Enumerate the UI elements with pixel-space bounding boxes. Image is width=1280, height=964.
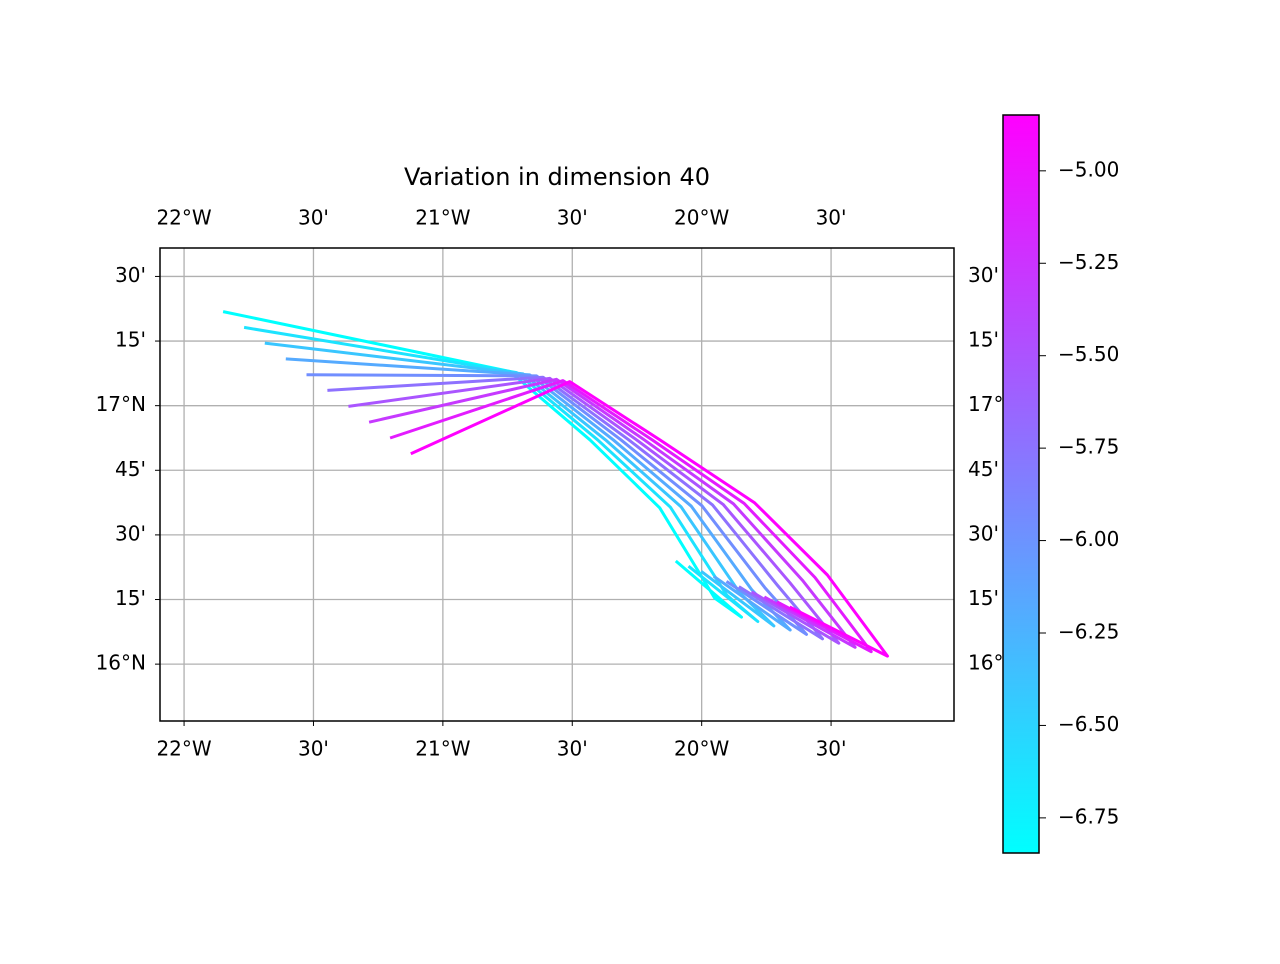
colorbar-tick-label: −6.50 xyxy=(1058,712,1119,736)
trajectory xyxy=(285,357,792,632)
colorbar-tick-label: −6.75 xyxy=(1058,804,1119,828)
x-tick-label: 20°W xyxy=(674,737,729,761)
y-tick-label: 30' xyxy=(115,521,146,545)
colorbar-tick-label: −6.00 xyxy=(1058,527,1119,551)
trajectory xyxy=(222,310,743,619)
y-tick-label-right: 30' xyxy=(968,263,999,287)
y-tick-label-right: 15' xyxy=(968,586,999,610)
y-tick-label: 17°N xyxy=(96,392,146,416)
y-tick-label-right: 30' xyxy=(968,521,999,545)
y-tick-label-right: 45' xyxy=(968,457,999,481)
axes-frame xyxy=(159,247,955,722)
y-tick-label-right: 16°N xyxy=(968,651,1018,675)
chart-title: Variation in dimension 40 xyxy=(404,163,710,191)
x-tick-label-top: 30' xyxy=(816,206,847,230)
trajectory xyxy=(348,376,841,645)
x-tick-label: 30' xyxy=(298,737,329,761)
colorbar-tick-label: −5.75 xyxy=(1058,435,1119,459)
x-tick-label-top: 21°W xyxy=(415,206,470,230)
y-tick-label: 15' xyxy=(115,328,146,352)
y-tick-label: 30' xyxy=(115,263,146,287)
x-tick-label-top: 30' xyxy=(298,206,329,230)
trajectory xyxy=(410,380,889,658)
colorbar-tick-label: −6.25 xyxy=(1058,620,1119,644)
x-tick-label-top: 22°W xyxy=(156,206,211,230)
x-tick-label: 30' xyxy=(816,737,847,761)
colorbar-tick-label: −5.00 xyxy=(1058,157,1119,181)
trajectory xyxy=(368,377,857,649)
trajectory xyxy=(306,373,808,636)
y-tick-label: 45' xyxy=(115,457,146,481)
y-tick-label: 16°N xyxy=(96,651,146,675)
trajectory xyxy=(327,375,824,641)
y-tick-label-right: 17°N xyxy=(968,392,1018,416)
colorbar-tick-label: −5.25 xyxy=(1058,250,1119,274)
y-tick-label: 15' xyxy=(115,586,146,610)
y-tick-label-right: 15' xyxy=(968,328,999,352)
colorbar xyxy=(1002,114,1040,854)
x-tick-label: 21°W xyxy=(415,737,470,761)
trajectory xyxy=(389,379,873,654)
x-tick-label-top: 20°W xyxy=(674,206,729,230)
x-tick-label-top: 30' xyxy=(557,206,588,230)
x-tick-label: 30' xyxy=(557,737,588,761)
x-tick-label: 22°W xyxy=(156,737,211,761)
colorbar-tick-label: −5.50 xyxy=(1058,342,1119,366)
